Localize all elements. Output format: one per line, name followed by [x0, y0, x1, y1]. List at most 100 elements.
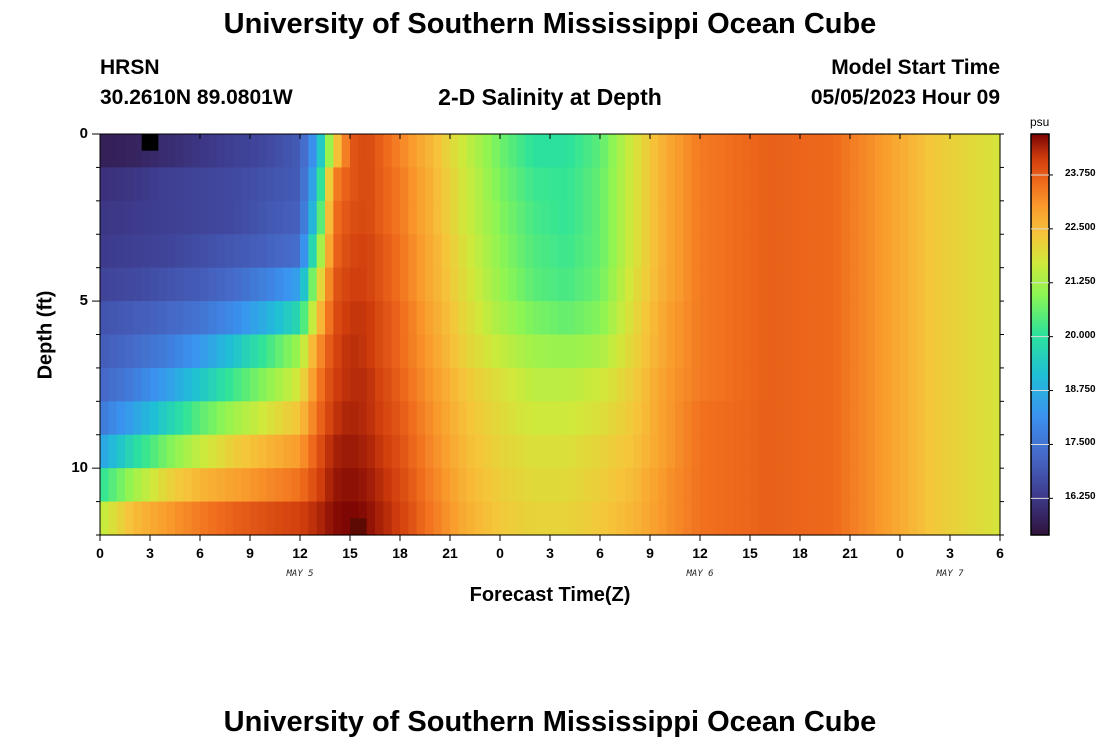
heatmap-cell — [508, 501, 518, 536]
heatmap-cell — [733, 334, 743, 369]
heatmap-cell — [791, 367, 801, 402]
heatmap-cell — [475, 367, 484, 402]
heatmap-cell — [650, 501, 659, 536]
heatmap-cell — [725, 501, 734, 536]
heatmap-cell — [483, 468, 493, 503]
heatmap-cell — [416, 334, 426, 369]
heatmap-cell — [125, 301, 134, 336]
heatmap-cell — [641, 434, 651, 469]
heatmap-cell — [458, 234, 468, 269]
heatmap-cell — [266, 501, 276, 536]
heatmap-cell — [633, 301, 643, 336]
heatmap-cell — [475, 167, 484, 202]
heatmap-cell — [616, 234, 626, 269]
heatmap-cell — [358, 334, 368, 369]
heatmap-cell — [216, 167, 226, 202]
heatmap-cell — [375, 200, 384, 235]
heatmap-cell — [900, 200, 909, 235]
heatmap-cell — [416, 468, 426, 503]
heatmap-cell — [783, 134, 793, 169]
heatmap-cell — [900, 434, 909, 469]
heatmap-cell — [516, 401, 526, 436]
heatmap-cell — [675, 367, 684, 402]
heatmap-cell — [150, 501, 159, 536]
heatmap-cell — [908, 134, 918, 169]
heatmap-cell — [566, 301, 576, 336]
heatmap-cell — [916, 468, 926, 503]
heatmap-cell — [233, 501, 243, 536]
heatmap-cell — [408, 434, 418, 469]
heatmap-cell — [575, 200, 584, 235]
heatmap-cell — [158, 200, 168, 235]
heatmap-cell — [666, 267, 676, 302]
heatmap-cell — [950, 334, 959, 369]
heatmap-cell — [966, 434, 976, 469]
heatmap-cell — [550, 401, 559, 436]
heatmap-cell — [425, 367, 434, 402]
heatmap-cell — [308, 367, 318, 402]
heatmap-cell — [241, 234, 251, 269]
heatmap-cell — [941, 334, 951, 369]
heatmap-cell — [816, 167, 826, 202]
heatmap-cell — [950, 267, 959, 302]
heatmap-cell — [900, 468, 909, 503]
heatmap-cell — [200, 200, 209, 235]
heatmap-cell — [591, 267, 601, 302]
heatmap-cell — [958, 167, 968, 202]
heatmap-cell — [258, 200, 268, 235]
heatmap-cell — [291, 167, 301, 202]
heatmap-cell — [575, 167, 584, 202]
heatmap-cell — [533, 200, 543, 235]
heatmap-cell — [575, 301, 584, 336]
heatmap-cell — [366, 234, 376, 269]
heatmap-cell — [775, 134, 784, 169]
heatmap-cell — [158, 167, 168, 202]
heatmap-cell — [908, 267, 918, 302]
heatmap-cell — [375, 167, 384, 202]
heatmap-cell — [475, 134, 484, 169]
heatmap-cell — [608, 200, 618, 235]
heatmap-cell — [800, 334, 809, 369]
heatmap-cell — [716, 401, 726, 436]
heatmap-cell — [316, 501, 326, 536]
heatmap-cell — [641, 468, 651, 503]
heatmap-cell — [400, 200, 409, 235]
heatmap-cell — [541, 367, 551, 402]
heatmap-cell — [333, 234, 343, 269]
heatmap-cell — [216, 200, 226, 235]
heatmap-cell — [800, 468, 809, 503]
heatmap-cell — [533, 134, 543, 169]
heatmap-cell — [233, 267, 243, 302]
heatmap-cell — [558, 301, 568, 336]
heatmap-cell — [425, 200, 434, 235]
heatmap-cell — [208, 334, 218, 369]
heatmap-cell — [958, 468, 968, 503]
heatmap-cell — [258, 501, 268, 536]
x-tick-label: 0 — [496, 545, 504, 561]
heatmap-cell — [875, 401, 884, 436]
heatmap-cell — [208, 367, 218, 402]
x-tick-label: 3 — [546, 545, 554, 561]
heatmap-cell — [433, 267, 443, 302]
heatmap-cell — [783, 367, 793, 402]
heatmap-cell — [683, 468, 693, 503]
heatmap-cell — [633, 234, 643, 269]
heatmap-cell — [300, 501, 309, 536]
heatmap-cell — [466, 501, 476, 536]
heatmap-cell — [983, 301, 993, 336]
heatmap-cell — [758, 301, 768, 336]
heatmap-cell — [400, 234, 409, 269]
heatmap-cell — [950, 434, 959, 469]
heatmap-cell — [841, 167, 851, 202]
heatmap-cell — [258, 401, 268, 436]
heatmap-cell — [941, 401, 951, 436]
heatmap-cell — [491, 334, 501, 369]
heatmap-cell — [341, 401, 351, 436]
heatmap-cell — [833, 234, 843, 269]
heatmap-cell — [300, 200, 309, 235]
heatmap-cell — [333, 301, 343, 336]
heatmap-cell — [575, 367, 584, 402]
heatmap-cell — [491, 134, 501, 169]
heatmap-cell — [491, 434, 501, 469]
heatmap-cell — [375, 401, 384, 436]
